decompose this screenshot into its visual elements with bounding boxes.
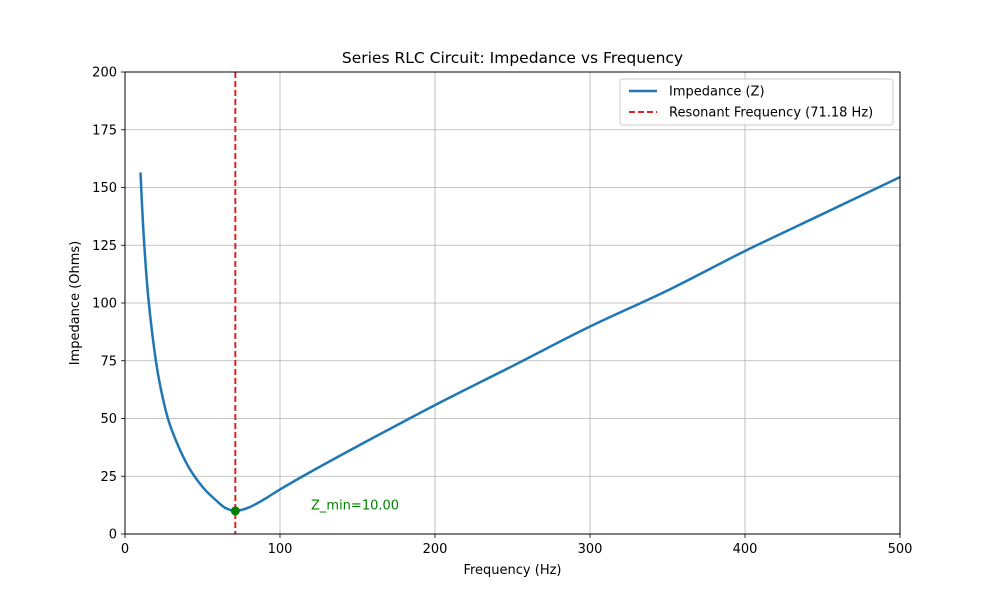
- legend-label-impedance: Impedance (Z): [669, 85, 765, 100]
- legend: Impedance (Z) Resonant Frequency (71.18 …: [619, 78, 894, 126]
- y-tick-label: 75: [100, 354, 117, 369]
- x-tick-label: 400: [733, 542, 758, 557]
- grid-layer: [124, 71, 901, 535]
- x-tick-label: 300: [578, 542, 603, 557]
- y-axis-label: Impedance (Ohms): [68, 241, 83, 366]
- y-tick-label: 50: [100, 412, 117, 427]
- series-layer: [139, 72, 901, 534]
- legend-box: [619, 78, 894, 126]
- tick-layer: 0 100 200 300 400 500 0 25 50 75 100 125 150 175 200: [92, 66, 912, 558]
- x-tick-label: 0: [121, 542, 129, 557]
- y-tick-label: 150: [92, 181, 117, 196]
- x-tick-label: 500: [888, 542, 913, 557]
- y-tick-label: 100: [92, 297, 117, 312]
- y-tick-label: 25: [100, 470, 117, 485]
- y-tick-label: 200: [92, 66, 117, 81]
- impedance-curve: [139, 172, 901, 513]
- chart-title: Series RLC Circuit: Impedance vs Frequen…: [342, 49, 683, 67]
- y-tick-label: 0: [109, 528, 117, 543]
- y-tick-label: 175: [92, 123, 117, 138]
- min-impedance-marker: [230, 506, 240, 516]
- min-impedance-annotation: Z_min=10.00: [311, 499, 399, 514]
- x-axis-label: Frequency (Hz): [463, 563, 561, 578]
- x-tick-label: 100: [268, 542, 293, 557]
- y-tick-label: 125: [92, 239, 117, 254]
- x-tick-label: 200: [423, 542, 448, 557]
- legend-label-resonance: Resonant Frequency (71.18 Hz): [669, 106, 873, 121]
